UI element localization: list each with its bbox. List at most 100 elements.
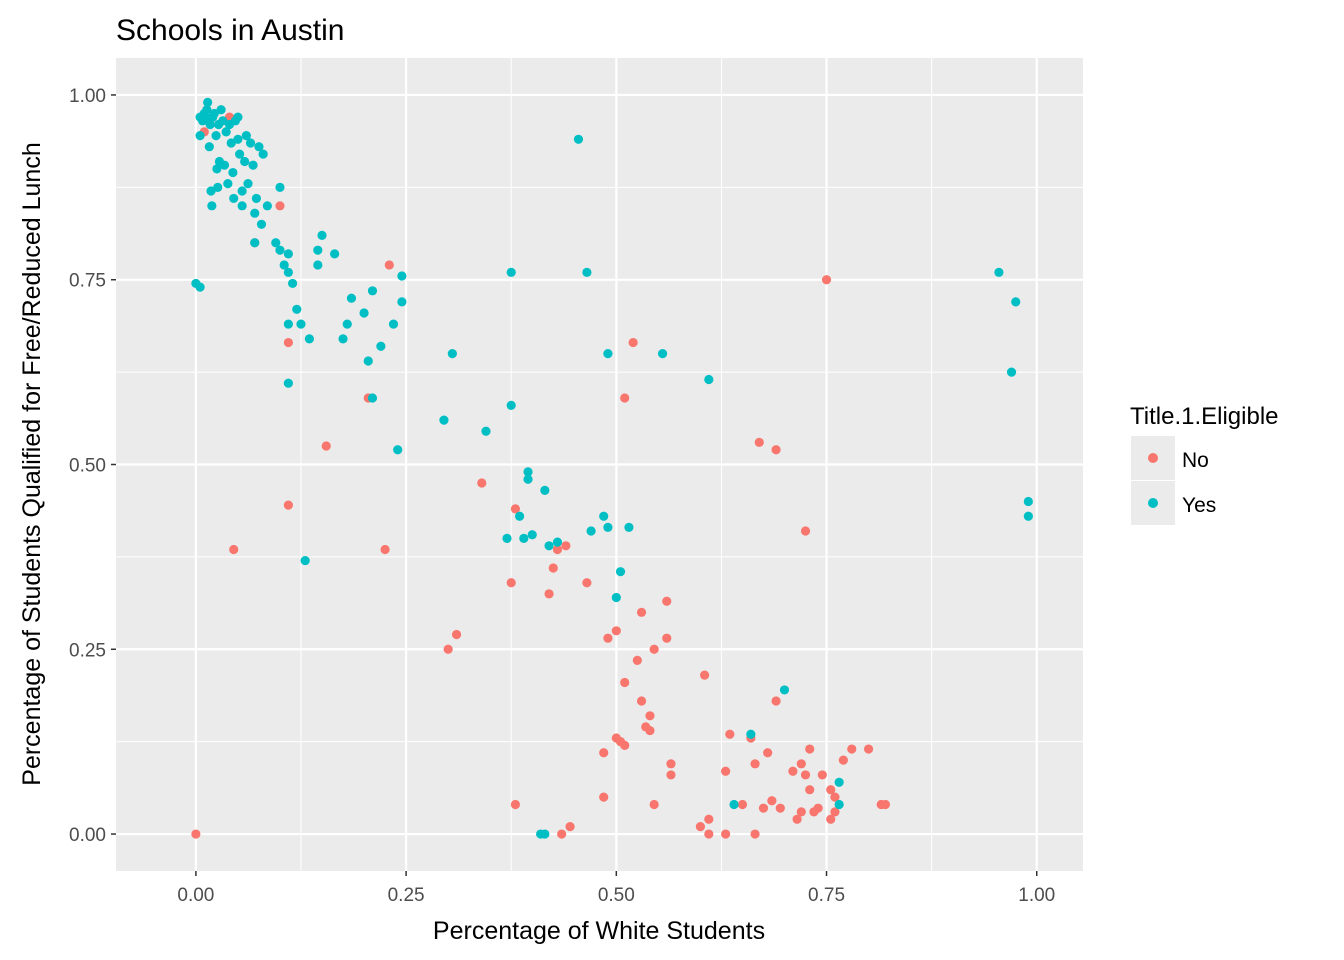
data-point-no <box>557 829 567 839</box>
legend-title: Title.1.Eligible <box>1130 403 1279 430</box>
data-point-yes <box>552 537 563 547</box>
data-point-yes <box>363 356 373 366</box>
data-point-no <box>800 526 811 536</box>
x-tick-label: 0.75 <box>808 885 845 906</box>
data-point-no <box>830 792 840 802</box>
data-point-yes <box>1023 511 1033 521</box>
data-point-no <box>662 633 672 643</box>
data-point-no <box>767 796 777 806</box>
data-point-yes <box>271 238 281 248</box>
data-point-no <box>830 807 840 817</box>
data-point-no <box>666 770 676 780</box>
data-point-no <box>662 596 672 606</box>
data-point-no <box>763 748 773 758</box>
data-point-no <box>645 711 655 721</box>
y-tick-label: 0.75 <box>69 271 106 292</box>
data-point-yes <box>388 319 399 329</box>
data-point-yes <box>994 267 1004 277</box>
data-point-no <box>805 785 815 795</box>
data-point-yes <box>519 533 529 544</box>
data-point-yes <box>283 378 293 388</box>
data-point-no <box>451 629 462 640</box>
data-point-no <box>805 744 815 754</box>
data-point-no <box>737 799 748 810</box>
data-points <box>191 97 1033 839</box>
x-axis-ticks: 0.00 0.25 0.50 0.75 1.00 <box>177 871 1055 906</box>
data-point-yes <box>228 167 238 178</box>
data-point-no <box>561 541 571 551</box>
data-point-no <box>666 759 676 769</box>
data-point-yes <box>603 522 613 532</box>
data-point-no <box>700 670 710 680</box>
data-point-no <box>380 544 390 555</box>
data-point-yes <box>502 533 512 544</box>
data-point-no <box>620 740 630 750</box>
y-tick-label: 0.00 <box>69 825 106 846</box>
data-point-yes <box>506 400 516 410</box>
data-point-yes <box>292 304 302 314</box>
data-point-yes <box>256 219 267 229</box>
data-point-no <box>775 803 785 813</box>
data-point-yes <box>245 138 256 148</box>
data-point-yes <box>258 149 268 159</box>
data-point-yes <box>275 182 285 192</box>
data-point-yes <box>611 592 621 603</box>
data-point-yes <box>313 245 323 255</box>
y-axis-ticks: 0.00 0.25 0.50 0.75 1.00 <box>69 86 116 846</box>
data-point-yes <box>704 374 714 385</box>
x-tick-label: 1.00 <box>1018 885 1055 906</box>
data-point-yes <box>204 142 214 152</box>
data-point-no <box>704 829 714 839</box>
data-point-no <box>788 766 798 776</box>
data-point-yes <box>216 105 226 115</box>
data-point-yes <box>209 108 219 119</box>
data-point-yes <box>330 249 340 259</box>
data-point-yes <box>229 193 239 204</box>
data-point-no <box>649 644 659 654</box>
y-tick-label: 0.50 <box>69 456 106 477</box>
data-point-yes <box>250 208 260 218</box>
data-point-yes <box>240 156 250 167</box>
data-point-no <box>510 504 521 514</box>
y-tick-label: 1.00 <box>69 86 106 107</box>
data-point-no <box>599 792 609 802</box>
data-point-yes <box>523 467 533 477</box>
data-point-no <box>754 437 764 447</box>
data-point-yes <box>527 530 537 540</box>
data-point-no <box>229 544 239 555</box>
data-point-no <box>649 799 659 810</box>
data-point-no <box>750 759 760 769</box>
data-point-no <box>645 725 655 736</box>
data-point-yes <box>342 319 352 329</box>
data-point-no <box>477 478 487 488</box>
data-point-yes <box>447 349 457 359</box>
data-point-yes <box>233 134 243 144</box>
data-point-no <box>443 644 453 654</box>
data-point-no <box>847 744 857 754</box>
data-point-no <box>771 696 781 706</box>
data-point-yes <box>615 567 626 577</box>
data-point-no <box>796 759 806 769</box>
data-point-no <box>548 563 558 573</box>
data-point-no <box>628 337 638 348</box>
data-point-yes <box>195 131 205 141</box>
x-tick-label: 0.25 <box>388 885 425 906</box>
data-point-no <box>506 578 516 588</box>
x-tick-label: 0.50 <box>598 885 635 906</box>
data-point-yes <box>207 201 217 211</box>
data-point-yes <box>523 474 533 484</box>
data-point-no <box>880 799 890 810</box>
data-point-no <box>704 814 714 824</box>
data-point-no <box>721 829 731 839</box>
data-point-yes <box>573 134 584 144</box>
data-point-yes <box>582 267 592 277</box>
data-point-no <box>817 770 827 780</box>
data-point-yes <box>834 777 844 787</box>
data-point-yes <box>251 193 262 204</box>
data-point-yes <box>376 341 386 351</box>
legend-marker-yes <box>1148 498 1158 508</box>
data-point-yes <box>367 286 378 296</box>
data-point-yes <box>254 142 264 152</box>
data-point-yes <box>262 201 272 211</box>
data-point-yes <box>211 131 221 141</box>
